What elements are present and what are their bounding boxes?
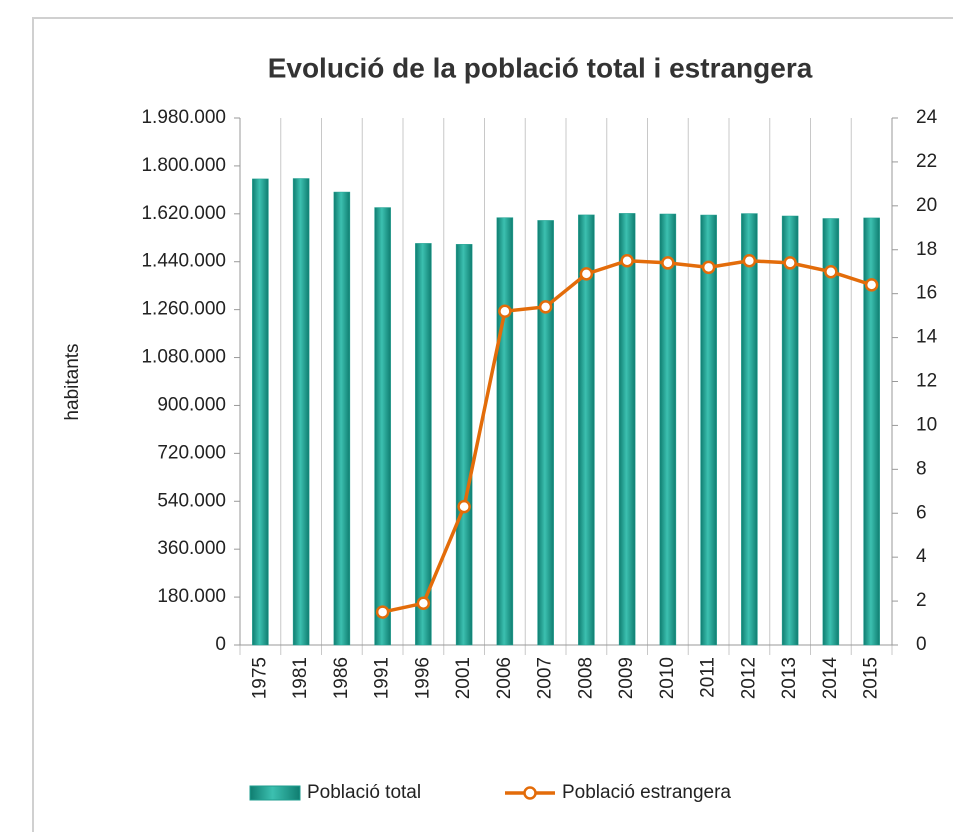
y2-tick-label: 14 <box>916 327 938 348</box>
legend-swatch <box>249 785 301 801</box>
y-tick-label: 540.000 <box>157 490 226 511</box>
y-tick-label: 360.000 <box>157 538 226 559</box>
line-marker <box>579 267 594 281</box>
bar <box>496 217 514 646</box>
bar <box>659 213 677 646</box>
y-tick-label: 1.980.000 <box>141 107 226 128</box>
y2-tick-label: 18 <box>916 239 937 260</box>
line-marker <box>538 300 553 314</box>
bar <box>292 178 310 646</box>
x-tick-label: 2010 <box>657 657 678 699</box>
bar <box>455 244 473 646</box>
y2-tick-label: 8 <box>916 458 927 479</box>
x-tick-label: 1981 <box>290 657 311 699</box>
x-tick-label: 2015 <box>861 657 882 699</box>
bar <box>781 215 799 646</box>
x-tick-label: 2009 <box>616 657 637 699</box>
bar <box>374 207 391 646</box>
line-marker <box>824 264 838 279</box>
legend-label: Població total <box>307 782 421 803</box>
legend-label: Població estrangera <box>562 782 731 803</box>
y2-tick-label: 16 <box>916 283 937 304</box>
line-marker <box>661 256 675 270</box>
x-tick-label: 2001 <box>453 657 474 699</box>
bar <box>333 191 351 646</box>
y-tick-label: 1.440.000 <box>141 251 226 272</box>
bar <box>252 178 269 646</box>
bar <box>618 213 636 646</box>
chart-frame <box>32 17 953 832</box>
line-marker <box>783 256 797 270</box>
y2-tick-label: 6 <box>916 502 927 523</box>
y-tick-label: 1.620.000 <box>141 203 226 224</box>
x-tick-label: 1975 <box>249 657 270 699</box>
line-marker <box>457 499 471 514</box>
legend-swatch-marker <box>523 786 537 800</box>
line-marker <box>864 278 879 292</box>
y-tick-label: 1.800.000 <box>141 155 226 176</box>
bar <box>700 214 717 646</box>
line-marker <box>416 596 431 611</box>
y-tick-label: 720.000 <box>157 442 226 463</box>
y-tick-label: 0 <box>215 634 226 655</box>
y-tick-label: 1.080.000 <box>141 347 226 368</box>
y2-tick-label: 10 <box>916 414 937 435</box>
line-marker <box>498 304 512 318</box>
x-tick-label: 2011 <box>698 657 719 698</box>
x-tick-label: 1991 <box>372 657 393 699</box>
x-tick-label: 2007 <box>535 657 556 699</box>
bar <box>863 217 880 646</box>
x-tick-label: 2008 <box>575 657 596 699</box>
y-axis-label: habitants <box>62 343 83 420</box>
x-tick-label: 1996 <box>412 657 433 699</box>
y-tick-label: 900.000 <box>157 394 226 415</box>
y2-tick-label: 20 <box>916 195 937 216</box>
line-marker <box>620 253 634 268</box>
bar <box>822 218 840 646</box>
bar <box>415 243 432 646</box>
y2-tick-label: 4 <box>916 546 927 567</box>
x-tick-label: 2014 <box>820 657 841 700</box>
y-tick-label: 180.000 <box>157 586 226 607</box>
line-marker <box>375 605 390 619</box>
x-tick-label: 1986 <box>331 657 352 699</box>
y2-tick-label: 0 <box>916 634 927 655</box>
line-marker <box>742 253 757 268</box>
chart-title: Evolució de la població total i estrange… <box>268 52 813 83</box>
y2-tick-label: 2 <box>916 590 927 611</box>
line-marker <box>701 260 716 275</box>
y2-tick-label: 22 <box>916 151 937 172</box>
y2-tick-label: 12 <box>916 371 937 392</box>
x-tick-label: 2006 <box>494 657 515 699</box>
y2-tick-label: 24 <box>916 107 938 128</box>
x-tick-label: 2012 <box>738 657 759 699</box>
bar <box>537 220 554 646</box>
y-tick-label: 1.260.000 <box>141 299 226 320</box>
bar <box>741 213 758 646</box>
bar <box>578 214 595 646</box>
x-tick-label: 2013 <box>779 657 800 699</box>
